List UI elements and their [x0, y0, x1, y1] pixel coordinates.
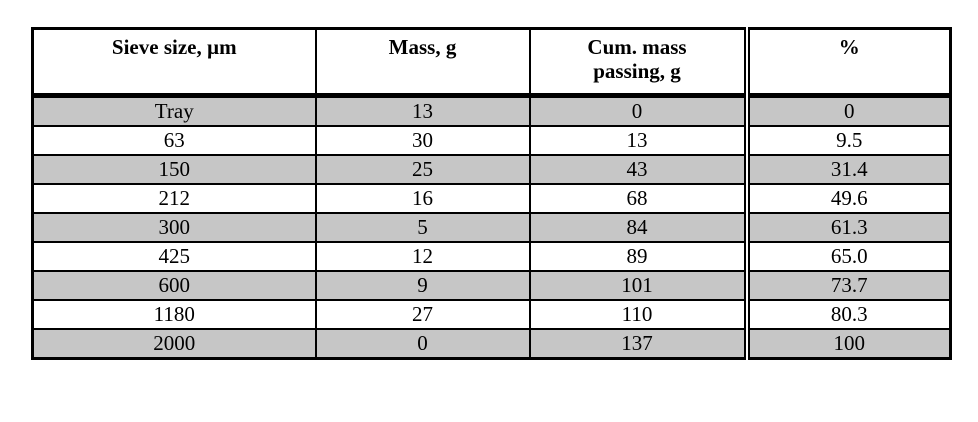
- table-cell: 1180: [31, 299, 317, 330]
- table-cell: 13: [314, 94, 531, 127]
- table-row: 2000 0 137 100: [31, 328, 952, 360]
- table-row: Tray 13 0 0: [31, 94, 952, 127]
- column-header-cum-mass-passing: Cum. mass passing, g: [528, 27, 748, 98]
- table-cell: 2000: [31, 328, 317, 360]
- table-cell: 63: [31, 125, 317, 156]
- table-cell: 80.3: [743, 299, 952, 330]
- table-row: 150 25 43 31.4: [31, 154, 952, 185]
- table-cell: 150: [31, 154, 317, 185]
- table-cell: 110: [528, 299, 748, 330]
- table-cell: Tray: [31, 94, 317, 127]
- table-row: 300 5 84 61.3: [31, 212, 952, 243]
- table-cell: 425: [31, 241, 317, 272]
- table-cell: 0: [314, 328, 531, 360]
- table-cell: 212: [31, 183, 317, 214]
- table-cell: 89: [528, 241, 748, 272]
- table-cell: 5: [314, 212, 531, 243]
- table-cell: 31.4: [743, 154, 952, 185]
- table-cell: 49.6: [743, 183, 952, 214]
- table-cell: 68: [528, 183, 748, 214]
- table-cell: 16: [314, 183, 531, 214]
- table-cell: 27: [314, 299, 531, 330]
- table-cell: 43: [528, 154, 748, 185]
- table-body: Tray 13 0 0 63 30 13 9.5 150 25 43 31.4 212 16 68 49.6 3…: [31, 94, 952, 360]
- table-row: 600 9 101 73.7: [31, 270, 952, 301]
- table-cell: 100: [743, 328, 952, 360]
- header-row: Sieve size, µm Mass, g Cum. mass passing…: [31, 27, 952, 98]
- table-cell: 101: [528, 270, 748, 301]
- table-cell: 25: [314, 154, 531, 185]
- table-row: 63 30 13 9.5: [31, 125, 952, 156]
- table-row: 425 12 89 65.0: [31, 241, 952, 272]
- table-cell: 137: [528, 328, 748, 360]
- table-row: 1180 27 110 80.3: [31, 299, 952, 330]
- table-cell: 30: [314, 125, 531, 156]
- table-cell: 300: [31, 212, 317, 243]
- table-cell: 12: [314, 241, 531, 272]
- column-header-percent: %: [743, 27, 952, 98]
- table-cell: 9: [314, 270, 531, 301]
- table-cell: 13: [528, 125, 748, 156]
- table-cell: 0: [743, 94, 952, 127]
- table-row: 212 16 68 49.6: [31, 183, 952, 214]
- table-cell: 61.3: [743, 212, 952, 243]
- table-header: Sieve size, µm Mass, g Cum. mass passing…: [31, 27, 952, 98]
- column-header-sieve-size: Sieve size, µm: [31, 27, 317, 98]
- table-cell: 73.7: [743, 270, 952, 301]
- table-cell: 0: [528, 94, 748, 127]
- table-cell: 9.5: [743, 125, 952, 156]
- column-header-mass: Mass, g: [314, 27, 531, 98]
- sieve-analysis-table: Sieve size, µm Mass, g Cum. mass passing…: [31, 27, 952, 360]
- table-cell: 65.0: [743, 241, 952, 272]
- table-cell: 84: [528, 212, 748, 243]
- table-cell: 600: [31, 270, 317, 301]
- column-header-cum-mass-passing-label: Cum. mass passing, g: [587, 35, 687, 84]
